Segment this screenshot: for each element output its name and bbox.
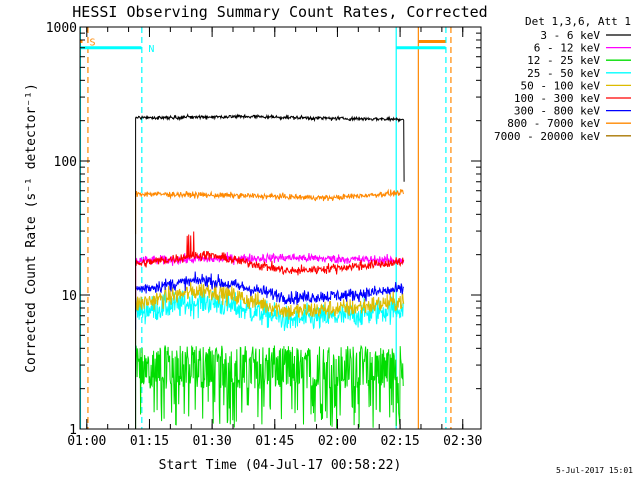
x-tick-label: 01:15	[130, 434, 169, 449]
y-axis-label: Corrected Count Rate (s⁻¹ detector⁻¹)	[24, 83, 39, 373]
legend-label: 50 - 100 keV	[521, 79, 601, 92]
series-line-6-12kev	[135, 252, 405, 302]
y-tick-label: 1	[69, 423, 77, 438]
legend-label: 300 - 800 keV	[514, 105, 600, 118]
chart-title: HESSI Observing Summary Count Rates, Cor…	[72, 3, 487, 21]
x-axis-label: Start Time (04-Jul-17 00:58:22)	[159, 458, 402, 473]
y-tick-label: 100	[54, 155, 77, 170]
series-line-3-6kev	[135, 113, 405, 429]
y-tick-label: 10	[61, 289, 77, 304]
series-line-12-25kev	[135, 344, 404, 429]
x-tick-label: 01:00	[67, 434, 106, 449]
plot-area	[80, 27, 452, 429]
x-tick-label: 02:00	[318, 434, 357, 449]
legend-label: 3 - 6 keV	[540, 29, 600, 42]
series-line-300-800kev	[135, 271, 405, 330]
x-tick-label: 02:30	[443, 434, 482, 449]
legend-label: 12 - 25 keV	[527, 54, 600, 67]
legend-label: 100 - 300 keV	[514, 92, 600, 105]
plot-frame	[79, 26, 482, 430]
flag-label-n: N	[148, 44, 154, 55]
series-line-50-100kev	[135, 281, 405, 345]
legend-label: 6 - 12 keV	[534, 42, 601, 55]
y-tick-label: 1000	[46, 21, 77, 36]
series-line-800-7000kev	[135, 188, 405, 235]
x-tick-label: 02:15	[381, 434, 420, 449]
legend-header: Det 1,3,6, Att 1	[525, 15, 631, 28]
x-tick-label: 01:30	[193, 434, 232, 449]
x-tick-label: 01:45	[255, 434, 294, 449]
legend-label: 7000 - 20000 keV	[494, 130, 600, 143]
series-line-100-300kev	[135, 231, 405, 305]
flag-label-s: S	[90, 37, 96, 48]
legend-label: 800 - 7000 keV	[507, 117, 600, 130]
plot-timestamp: 5-Jul-2017 15:01	[556, 466, 633, 475]
legend-label: 25 - 50 keV	[527, 67, 600, 80]
series-line-25-50kev	[135, 284, 405, 353]
